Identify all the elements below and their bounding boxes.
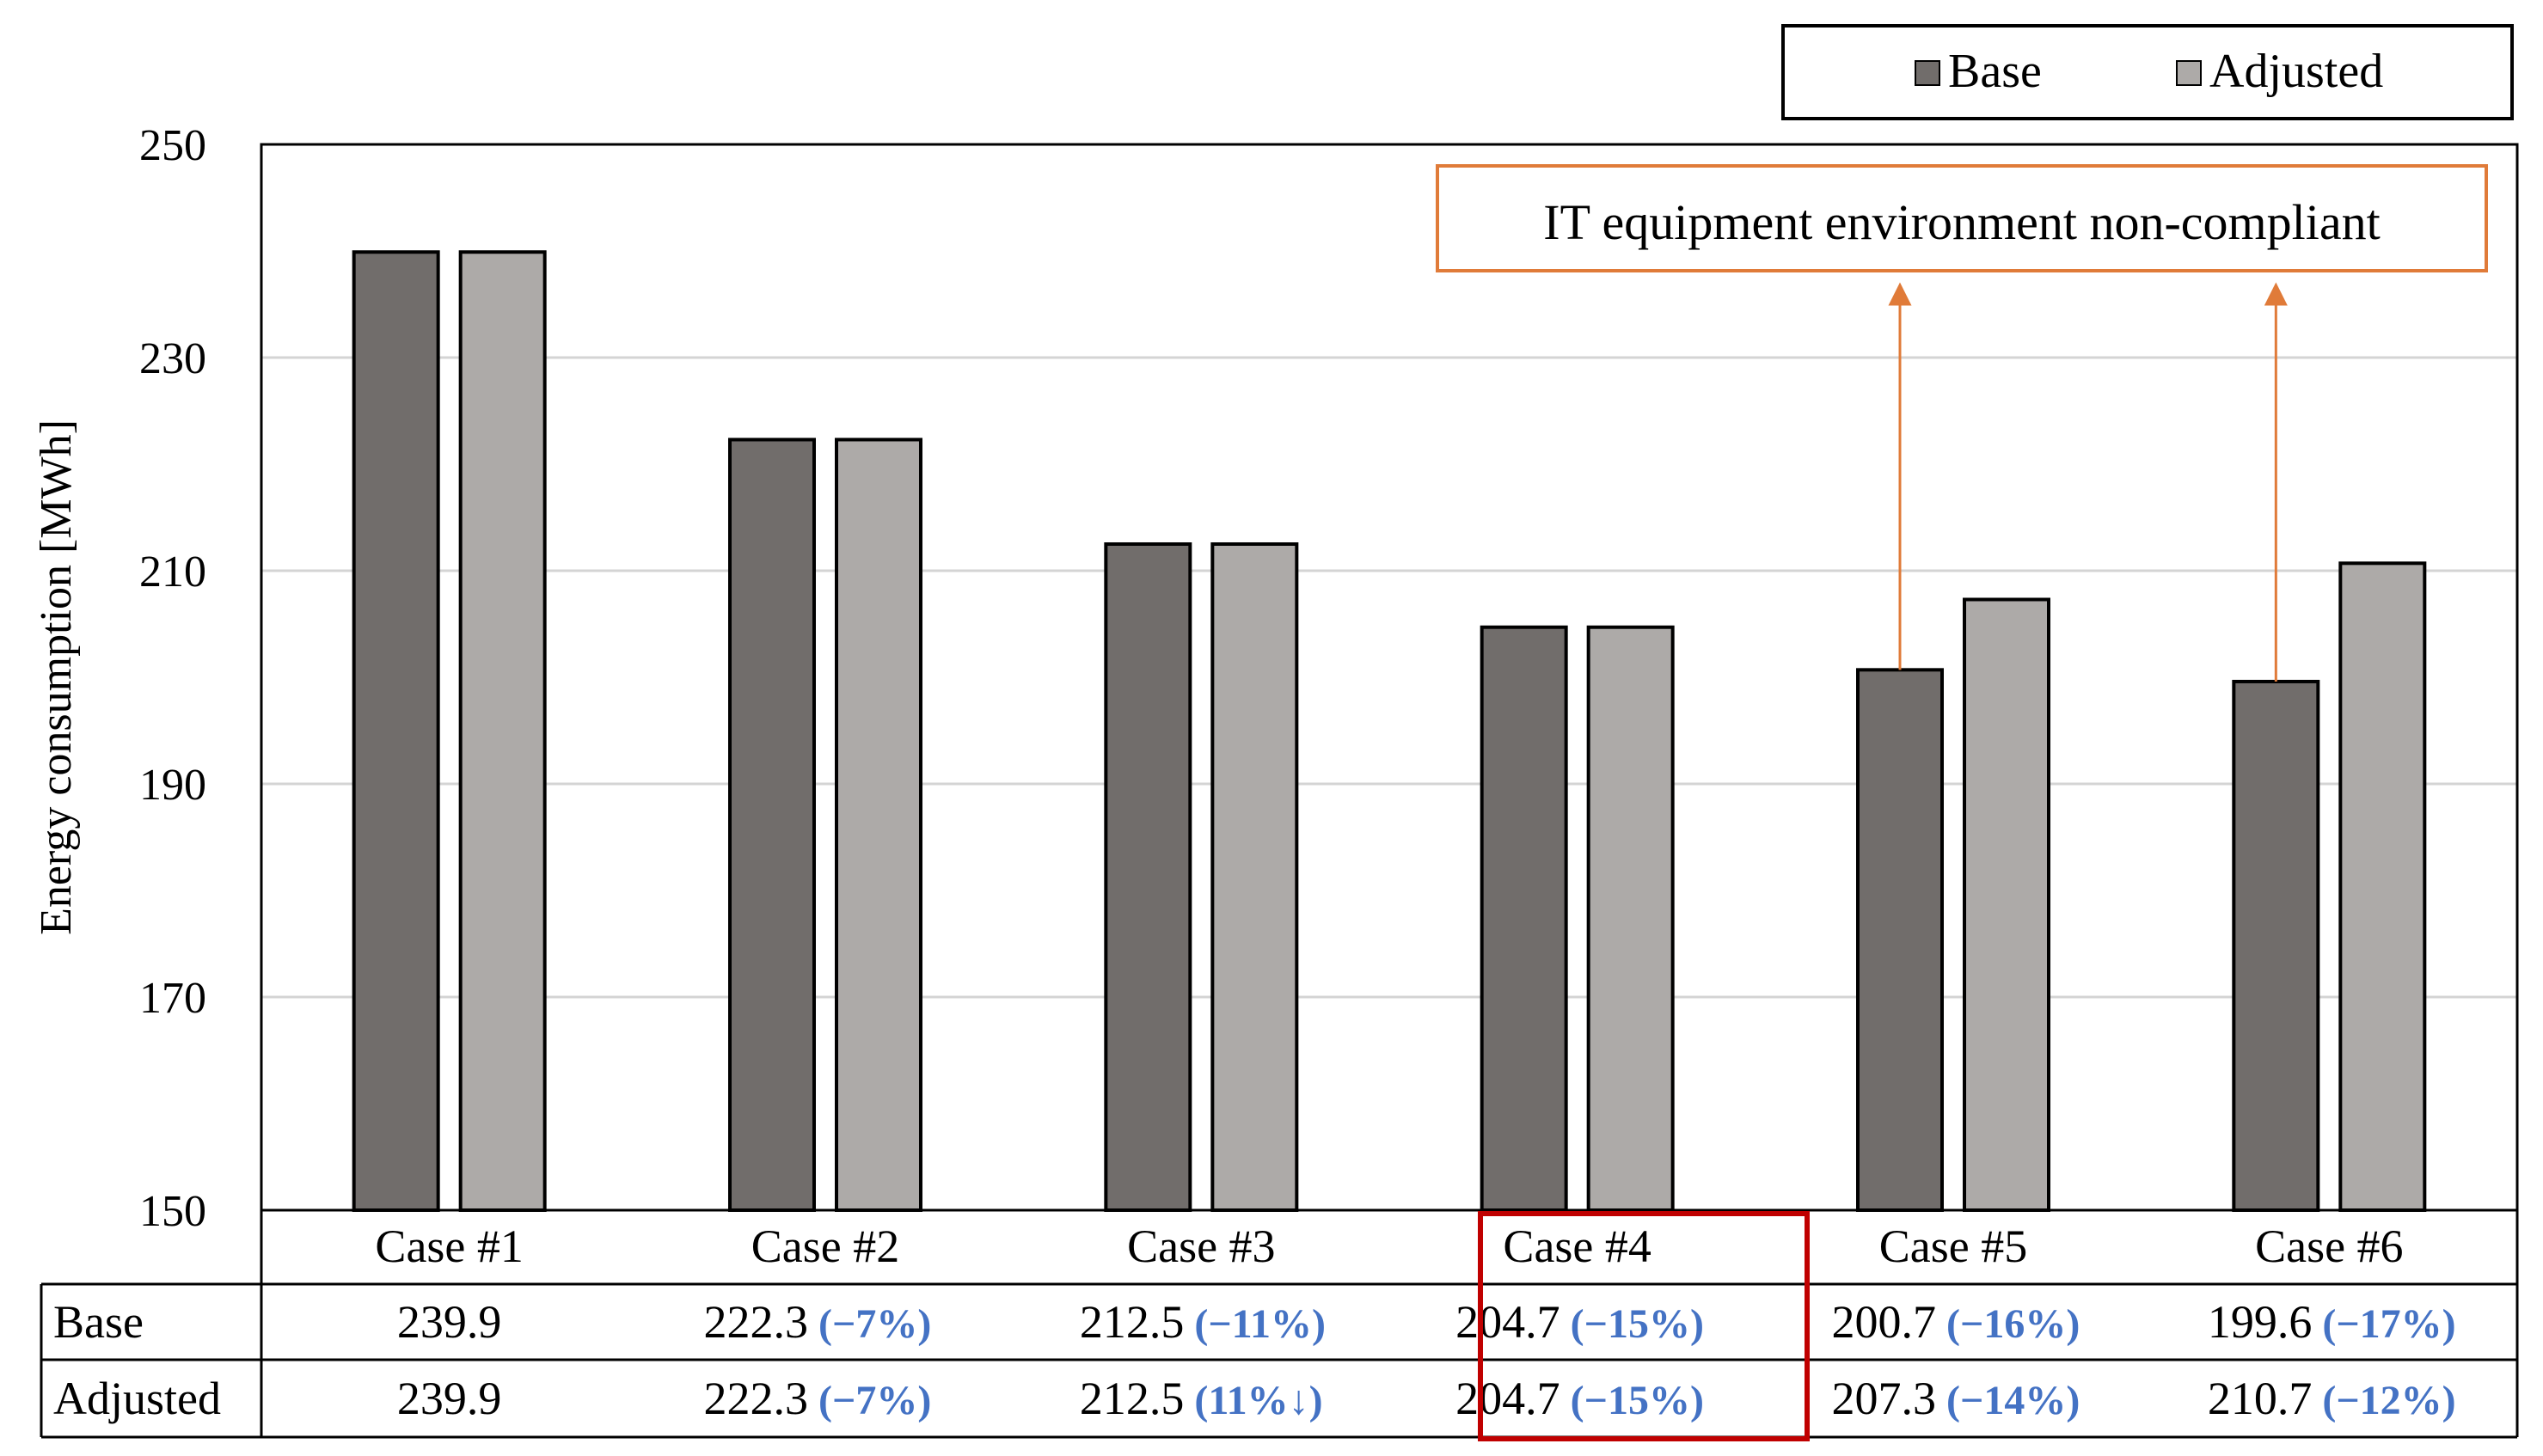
table-change-base-case-3: (−11%)	[1194, 1301, 1326, 1347]
y-axis-ticks: 150 170 190 210 230 250	[139, 121, 206, 1236]
x-category-label: Case #1	[375, 1220, 523, 1272]
legend-swatch-adjusted	[2176, 60, 2202, 86]
table-change-adjusted-case-6: (−12%)	[2322, 1378, 2455, 1423]
bar-base-case-4	[1480, 625, 1568, 1212]
y-tick-label: 230	[139, 334, 206, 383]
table-value-adjusted-case-6: 210.7	[2208, 1373, 2313, 1424]
legend-label-adjusted: Adjusted	[2209, 45, 2383, 98]
y-axis-title: Energy consumption [MWh]	[32, 419, 81, 935]
bar-adjusted-case-4	[1586, 625, 1675, 1212]
x-category-label: Case #6	[2255, 1220, 2403, 1272]
bars	[352, 250, 2427, 1213]
table-value-adjusted-case-1: 239.9	[397, 1373, 502, 1424]
y-tick-label: 170	[139, 974, 206, 1023]
x-category-label: Case #2	[751, 1220, 899, 1272]
table-value-base-case-1: 239.9	[397, 1296, 502, 1348]
x-category-label: Case #4	[1503, 1220, 1651, 1272]
table-change-base-case-2: (−7%)	[818, 1301, 931, 1347]
table-change-adjusted-case-5: (−14%)	[1946, 1378, 2080, 1423]
table-value-base-case-6: 199.6	[2208, 1296, 2313, 1348]
table-value-adjusted-case-4: 204.7	[1455, 1373, 1560, 1424]
table-value-base-case-2: 222.3	[704, 1296, 809, 1348]
legend: Base Adjusted	[1781, 24, 2514, 120]
table-row-header-base: Base	[53, 1296, 144, 1348]
table-change-adjusted-case-2: (−7%)	[818, 1378, 931, 1423]
table-change-adjusted-case-4: (−15%)	[1571, 1378, 1704, 1423]
table-change-adjusted-case-3: (11%↓)	[1194, 1378, 1322, 1423]
table-cells: 239.9 239.9 Case #1 222.3 (−7%)222.3 (−7%) Cas…	[375, 1220, 2455, 1424]
bar-adjusted-case-1	[458, 250, 547, 1212]
table-value-adjusted-case-2: 222.3	[704, 1373, 809, 1424]
case-4-highlight-box	[1478, 1211, 1810, 1441]
bar-adjusted-case-2	[835, 437, 922, 1213]
bar-base-case-1	[352, 250, 440, 1212]
legend-swatch-base	[1915, 60, 1940, 86]
annotation-arrows	[1888, 282, 2288, 682]
legend-box	[1781, 24, 2514, 120]
bar-base-case-2	[728, 437, 816, 1213]
x-category-label: Case #5	[1879, 1220, 2027, 1272]
bar-base-case-3	[1104, 542, 1192, 1212]
y-tick-label: 210	[139, 548, 206, 596]
table-value-adjusted-case-5: 207.3	[1832, 1373, 1937, 1424]
annotation-box	[1436, 164, 2488, 272]
gridlines	[261, 356, 2517, 999]
table-change-base-case-5: (−16%)	[1946, 1301, 2080, 1347]
bar-base-case-5	[1856, 668, 1944, 1212]
x-category-label: Case #3	[1127, 1220, 1275, 1272]
table-value-base-case-3: 212.5	[1080, 1296, 1185, 1348]
table-value-adjusted-case-3: 212.5	[1080, 1373, 1185, 1424]
table-change-base-case-4: (−15%)	[1571, 1301, 1704, 1347]
legend-label-base: Base	[1948, 45, 2042, 98]
bar-adjusted-case-6	[2338, 561, 2427, 1212]
table-row-header-adjusted: Adjusted	[53, 1373, 221, 1424]
data-table: Base Adjusted 239.9 239.9 Case #1 222.3 (−7%…	[40, 1210, 2519, 1441]
plot-area	[260, 143, 2519, 1212]
y-tick-label: 150	[139, 1187, 206, 1236]
y-tick-label: 250	[139, 121, 206, 170]
table-value-base-case-4: 204.7	[1455, 1296, 1560, 1348]
annotation: IT equipment environment non-compliant	[1436, 164, 2488, 682]
table-change-base-case-6: (−17%)	[2322, 1301, 2455, 1347]
bar-base-case-6	[2232, 679, 2320, 1212]
bar-adjusted-case-3	[1210, 542, 1299, 1212]
y-tick-label: 190	[139, 761, 206, 810]
table-value-base-case-5: 200.7	[1832, 1296, 1937, 1348]
annotation-text: IT equipment environment non-compliant	[1543, 194, 2380, 250]
bar-adjusted-case-5	[1963, 597, 2050, 1212]
